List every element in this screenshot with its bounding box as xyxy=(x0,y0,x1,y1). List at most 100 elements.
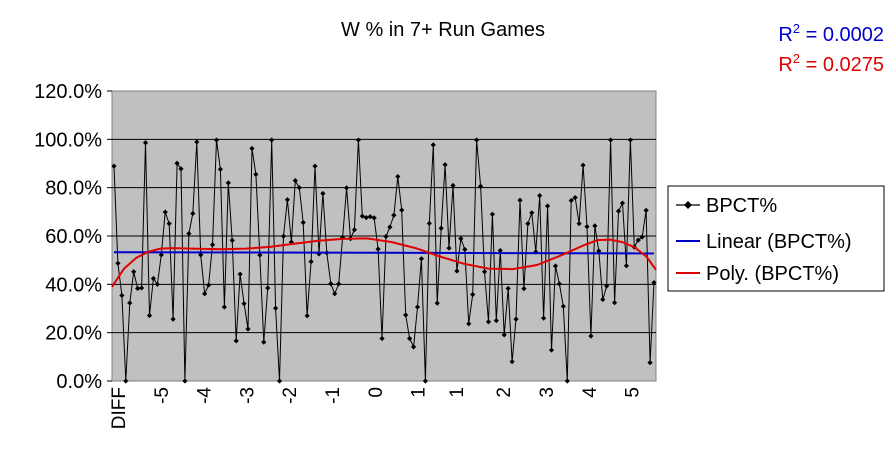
data-point xyxy=(635,237,641,243)
data-point xyxy=(229,237,235,243)
data-point xyxy=(371,215,377,221)
data-point xyxy=(434,300,440,306)
x-tick-label: 2 xyxy=(494,387,515,398)
data-point xyxy=(584,223,590,230)
data-point xyxy=(639,234,645,240)
data-point xyxy=(517,197,523,203)
data-point xyxy=(505,285,511,292)
data-point xyxy=(450,182,456,189)
x-tick-label: 3 xyxy=(537,387,558,398)
data-point xyxy=(477,183,484,189)
data-point xyxy=(426,220,432,227)
data-point xyxy=(600,296,606,303)
data-point xyxy=(474,137,480,143)
y-tick-label: 0.0% xyxy=(56,371,102,393)
data-point xyxy=(127,300,133,306)
data-point xyxy=(209,242,216,248)
data-point xyxy=(604,283,610,289)
data-point xyxy=(138,285,145,291)
data-point xyxy=(123,378,129,384)
data-point xyxy=(182,378,188,384)
data-point xyxy=(379,335,385,342)
data-point xyxy=(332,291,338,297)
data-point xyxy=(525,221,531,227)
data-point xyxy=(588,333,594,339)
data-point xyxy=(568,197,574,204)
data-point xyxy=(481,269,488,275)
data-point xyxy=(395,173,401,180)
x-tick-label: -3 xyxy=(237,387,258,404)
data-point xyxy=(446,245,452,251)
data-point xyxy=(202,291,208,297)
data-point xyxy=(403,312,409,318)
data-point xyxy=(438,225,444,231)
data-point xyxy=(509,359,515,365)
y-tick-label: 60.0% xyxy=(45,226,102,248)
data-point xyxy=(548,347,555,353)
x-tick-label: 1 xyxy=(447,387,468,398)
legend-box xyxy=(667,185,885,292)
data-point xyxy=(249,145,255,152)
data-point xyxy=(146,312,153,319)
series-line-bpct xyxy=(113,140,655,382)
data-point xyxy=(261,339,267,345)
data-point xyxy=(198,252,204,258)
legend-label-linear: Linear (BPCT%) xyxy=(706,231,852,253)
data-point xyxy=(462,246,468,253)
data-point xyxy=(564,378,570,384)
x-tick-label: 0 xyxy=(366,387,387,398)
data-point xyxy=(422,378,428,384)
data-point xyxy=(375,246,381,252)
data-point xyxy=(205,282,212,288)
data-point xyxy=(391,212,397,218)
legend-label-bpct: BPCT% xyxy=(706,195,777,217)
r2-linear-sup: 2 xyxy=(793,21,800,36)
data-point xyxy=(221,304,227,310)
data-point xyxy=(359,213,365,219)
data-point xyxy=(170,316,176,322)
data-point xyxy=(521,286,527,292)
data-point xyxy=(544,203,551,209)
data-point xyxy=(312,163,318,169)
data-point xyxy=(194,139,200,145)
legend-label-poly: Poly. (BPCT%) xyxy=(706,263,839,285)
data-point xyxy=(458,236,464,242)
data-point xyxy=(162,209,168,215)
data-point xyxy=(351,227,358,233)
data-point xyxy=(556,281,563,287)
data-point xyxy=(225,180,231,186)
data-point xyxy=(643,207,649,213)
data-point xyxy=(363,215,369,221)
data-point xyxy=(296,185,302,191)
data-point xyxy=(284,197,291,203)
data-point xyxy=(466,321,472,327)
x-tick-label: 1 xyxy=(409,387,430,398)
data-point xyxy=(576,221,582,227)
data-point xyxy=(237,271,243,277)
y-tick-label: 20.0% xyxy=(45,323,102,345)
data-point xyxy=(611,300,618,306)
legend-marker-bpct xyxy=(684,201,692,209)
data-point xyxy=(541,315,547,321)
data-point xyxy=(647,360,653,366)
data-point xyxy=(489,211,495,217)
data-point xyxy=(367,214,373,220)
x-tick-label: 5 xyxy=(623,387,644,398)
x-tick-label: DIFF xyxy=(109,387,130,429)
data-point xyxy=(217,166,224,172)
data-point xyxy=(418,256,425,262)
data-point xyxy=(135,285,141,292)
data-point xyxy=(276,378,283,384)
r2-poly-label: R xyxy=(778,54,792,76)
data-point xyxy=(245,326,251,332)
data-point xyxy=(213,137,220,143)
data-point xyxy=(300,219,306,226)
x-tick-label: -5 xyxy=(152,387,173,404)
r2-poly-sup: 2 xyxy=(793,51,800,66)
data-point xyxy=(166,221,172,227)
y-tick-label: 80.0% xyxy=(45,178,102,200)
r2-linear-value: = 0.0002 xyxy=(800,24,884,46)
data-point xyxy=(355,137,361,143)
x-axis: DIFF -5 -4 -3 -2 -1 0 1 1 2 3 4 5 xyxy=(109,387,644,430)
